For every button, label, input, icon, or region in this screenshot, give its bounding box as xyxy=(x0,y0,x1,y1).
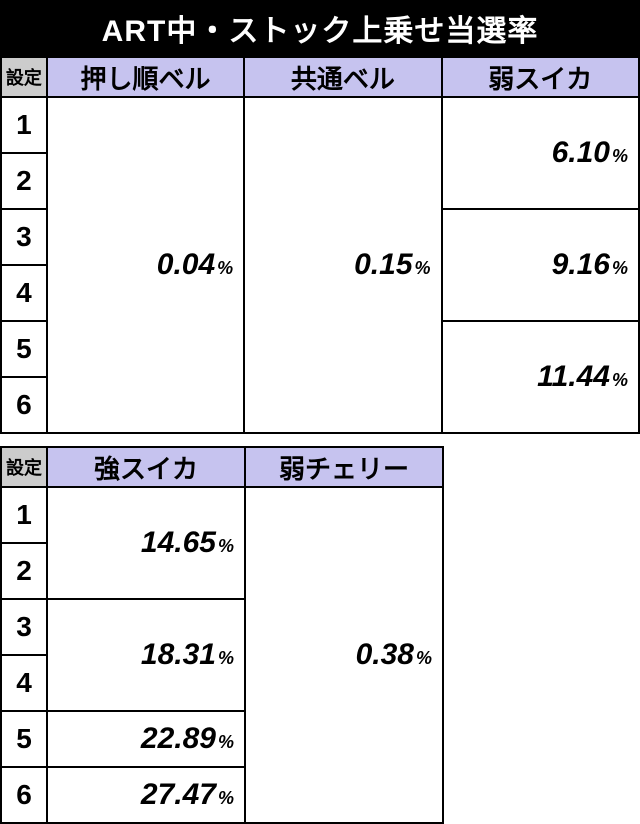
percent-sign: % xyxy=(612,146,628,166)
settei-cell: 6 xyxy=(1,767,47,823)
value-cell: 0.15% xyxy=(244,97,441,433)
settei-cell: 2 xyxy=(1,543,47,599)
settei-cell: 4 xyxy=(1,655,47,711)
table-header-row: 設定 押し順ベル 共通ベル 弱スイカ xyxy=(1,57,639,97)
value-number: 14.65 xyxy=(141,526,216,559)
col-header: 共通ベル xyxy=(244,57,441,97)
page-title: ART中・ストック上乗せ当選率 xyxy=(0,0,640,56)
value-cell: 9.16% xyxy=(442,209,639,321)
settei-cell: 5 xyxy=(1,711,47,767)
value-number: 11.44 xyxy=(537,360,610,393)
settei-cell: 1 xyxy=(1,487,47,543)
table-row: 1 0.04% 0.15% 6.10% xyxy=(1,97,639,153)
percent-sign: % xyxy=(415,258,431,278)
settei-cell: 3 xyxy=(1,599,47,655)
settei-header: 設定 xyxy=(1,447,47,487)
settei-cell: 1 xyxy=(1,97,47,153)
value-cell: 18.31% xyxy=(47,599,245,711)
value-cell: 14.65% xyxy=(47,487,245,599)
settei-cell: 3 xyxy=(1,209,47,265)
percent-sign: % xyxy=(218,536,234,556)
value-number: 18.31 xyxy=(141,638,216,671)
value-cell: 6.10% xyxy=(442,97,639,209)
col-header: 弱チェリー xyxy=(245,447,443,487)
value-number: 22.89 xyxy=(141,722,216,755)
value-cell: 27.47% xyxy=(47,767,245,823)
settei-cell: 6 xyxy=(1,377,47,433)
value-number: 0.15 xyxy=(354,248,412,281)
percent-sign: % xyxy=(218,788,234,808)
value-cell: 11.44% xyxy=(442,321,639,433)
table-header-row: 設定 強スイカ 弱チェリー xyxy=(1,447,443,487)
percent-sign: % xyxy=(218,732,234,752)
table-2: 設定 強スイカ 弱チェリー 1 14.65% 0.38% 2 3 18.31% … xyxy=(0,446,444,824)
value-number: 6.10 xyxy=(552,136,610,169)
value-cell: 0.04% xyxy=(47,97,244,433)
percent-sign: % xyxy=(217,258,233,278)
percent-sign: % xyxy=(416,648,432,668)
settei-cell: 5 xyxy=(1,321,47,377)
col-header: 弱スイカ xyxy=(442,57,639,97)
value-number: 27.47 xyxy=(141,778,216,811)
value-number: 0.38 xyxy=(356,638,414,671)
value-cell: 0.38% xyxy=(245,487,443,823)
percent-sign: % xyxy=(612,258,628,278)
value-number: 0.04 xyxy=(157,248,215,281)
settei-header: 設定 xyxy=(1,57,47,97)
table-1: 設定 押し順ベル 共通ベル 弱スイカ 1 0.04% 0.15% 6.10% 2… xyxy=(0,56,640,434)
settei-cell: 2 xyxy=(1,153,47,209)
percent-sign: % xyxy=(218,648,234,668)
value-number: 9.16 xyxy=(552,248,610,281)
col-header: 強スイカ xyxy=(47,447,245,487)
col-header: 押し順ベル xyxy=(47,57,244,97)
percent-sign: % xyxy=(612,370,628,390)
value-cell: 22.89% xyxy=(47,711,245,767)
settei-cell: 4 xyxy=(1,265,47,321)
table-row: 1 14.65% 0.38% xyxy=(1,487,443,543)
